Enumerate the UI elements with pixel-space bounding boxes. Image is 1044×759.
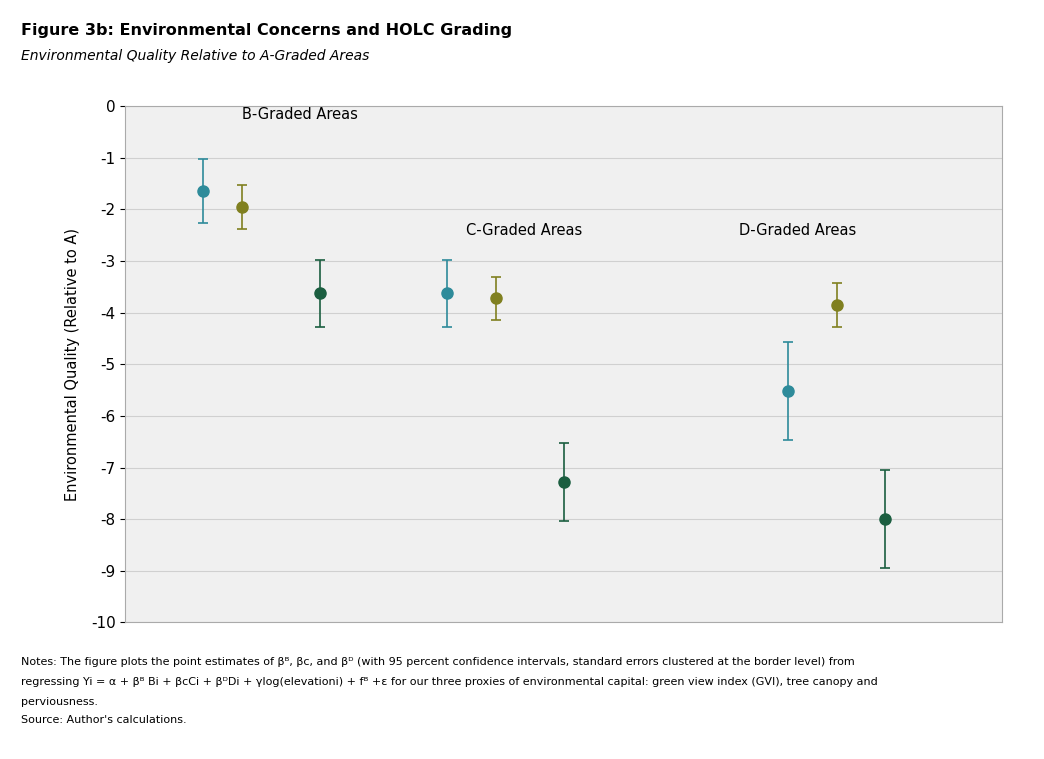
- Text: Environmental Quality Relative to A-Graded Areas: Environmental Quality Relative to A-Grad…: [21, 49, 370, 63]
- Text: C-Graded Areas: C-Graded Areas: [467, 223, 583, 238]
- Text: B-Graded Areas: B-Graded Areas: [242, 107, 358, 121]
- Text: regressing Yi = α + βᴮ Bi + βcCi + βᴰDi + γlog(elevationi) + fᴮ +ε for our three: regressing Yi = α + βᴮ Bi + βcCi + βᴰDi …: [21, 677, 878, 687]
- Text: D-Graded Areas: D-Graded Areas: [739, 223, 856, 238]
- Text: Notes: The figure plots the point estimates of βᴮ, βc, and βᴰ (with 95 percent c: Notes: The figure plots the point estima…: [21, 657, 855, 666]
- Y-axis label: Environmental Quality (Relative to A): Environmental Quality (Relative to A): [65, 228, 79, 501]
- Text: perviousness.: perviousness.: [21, 697, 98, 707]
- Text: Source: Author's calculations.: Source: Author's calculations.: [21, 715, 187, 725]
- Text: Figure 3b: Environmental Concerns and HOLC Grading: Figure 3b: Environmental Concerns and HO…: [21, 23, 512, 38]
